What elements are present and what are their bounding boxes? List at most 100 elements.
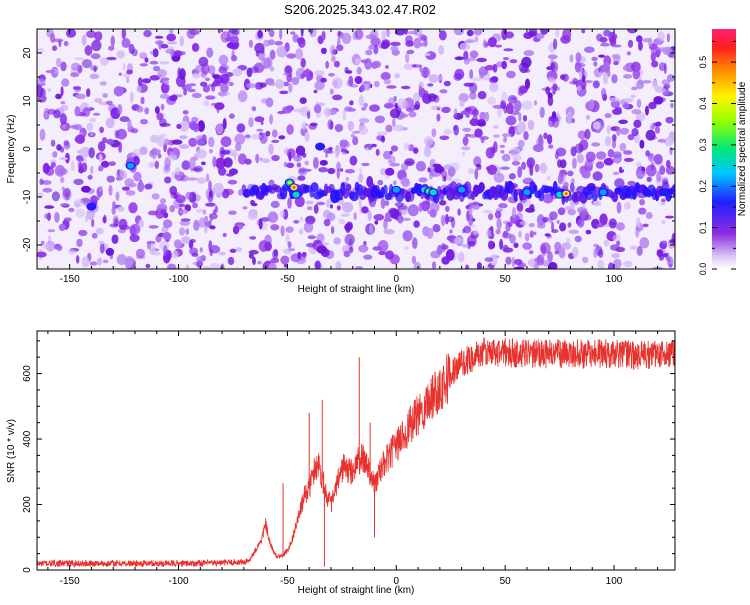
noise-speckle [99,57,109,66]
noise-speckle [371,60,382,68]
noise-speckle [50,33,56,43]
spectrogram-marks [37,29,675,269]
noise-speckle [440,214,446,227]
noise-speckle [383,102,394,109]
noise-speckle [401,217,412,221]
x-tick-label: -50 [280,576,295,587]
x-tick-label: -150 [60,274,80,285]
noise-speckle [115,191,120,202]
noise-speckle [208,136,215,148]
snr-y-ticks: 0 200 400 600 [22,340,675,573]
noise-speckle [286,162,295,169]
noise-speckle [479,111,487,121]
noise-speckle [566,111,573,124]
noise-speckle [179,120,190,132]
noise-speckle [401,85,411,90]
noise-speckle [650,46,662,57]
noise-speckle [602,62,610,73]
noise-speckle [626,51,632,56]
noise-speckle [221,188,230,199]
noise-speckle [413,104,420,111]
noise-speckle [150,148,161,156]
noise-speckle [457,208,461,216]
noise-speckle [196,177,207,184]
noise-speckle [135,248,146,259]
hot-spot-core [564,192,568,196]
noise-speckle [513,242,519,249]
noise-speckle [235,142,242,152]
noise-speckle [42,162,50,174]
colorbar-ticks: 0.0 0.1 0.2 0.3 0.4 0.5 [698,40,736,275]
noise-speckle [86,30,96,38]
noise-speckle [212,156,217,168]
noise-speckle [556,219,560,224]
noise-speckle [306,111,311,119]
noise-speckle [166,33,177,42]
noise-speckle [636,161,642,168]
noise-speckle [445,249,455,261]
noise-speckle [581,170,591,179]
noise-speckle [199,247,203,253]
noise-speckle [361,162,370,167]
noise-speckle [274,40,283,46]
noise-speckle [78,162,83,172]
noise-speckle [305,200,314,205]
noise-speckle [89,73,100,80]
noise-speckle [627,29,638,34]
colorbar: 0.0 0.1 0.2 0.3 0.4 0.5 Normalized spectral a… [698,29,748,275]
noise-speckle [59,113,67,125]
noise-speckle [325,60,329,69]
noise-speckle [368,224,374,236]
noise-speckle [397,215,404,224]
noise-speckle [666,74,675,82]
noise-speckle [474,128,483,138]
noise-speckle [285,226,294,234]
noise-speckle [173,239,182,249]
noise-speckle [218,54,229,66]
noise-speckle [423,136,434,146]
noise-speckle [630,94,636,99]
noise-speckle [193,219,200,231]
noise-speckle [285,233,290,244]
noise-speckle [511,206,517,219]
noise-speckle [487,164,498,175]
noise-speckle [76,149,85,155]
noise-speckle [287,241,292,249]
noise-speckle [494,44,502,48]
noise-speckle [140,96,145,105]
hot-spot [660,189,668,196]
noise-speckle [298,228,304,235]
noise-speckle [588,99,595,111]
noise-speckle [598,54,606,58]
noise-speckle [502,57,510,61]
noise-speckle [165,48,175,54]
noise-speckle [444,164,452,170]
noise-speckle [54,164,66,177]
noise-speckle [380,41,389,50]
noise-speckle [487,240,494,250]
y-tick-label: 400 [22,430,33,447]
noise-speckle [143,29,152,38]
noise-speckle [209,262,220,269]
noise-speckle [89,261,98,266]
noise-speckle [612,234,621,242]
noise-speckle [200,81,208,87]
noise-speckle [257,260,262,265]
noise-speckle [260,120,264,125]
y-tick-label: 10 [22,95,33,107]
noise-speckle [145,263,151,269]
noise-speckle [536,254,545,266]
noise-speckle [596,223,604,228]
noise-speckle [492,104,504,109]
noise-speckle [75,93,86,100]
noise-speckle [80,146,91,158]
noise-speckle [480,137,485,144]
noise-speckle [347,120,354,131]
noise-speckle [209,149,213,154]
noise-speckle [158,40,163,50]
noise-speckle [164,176,172,184]
signal-track-blob [274,185,282,193]
colorbar-tick-label: 0.4 [698,97,708,110]
y-tick-label: 0 [22,567,33,573]
